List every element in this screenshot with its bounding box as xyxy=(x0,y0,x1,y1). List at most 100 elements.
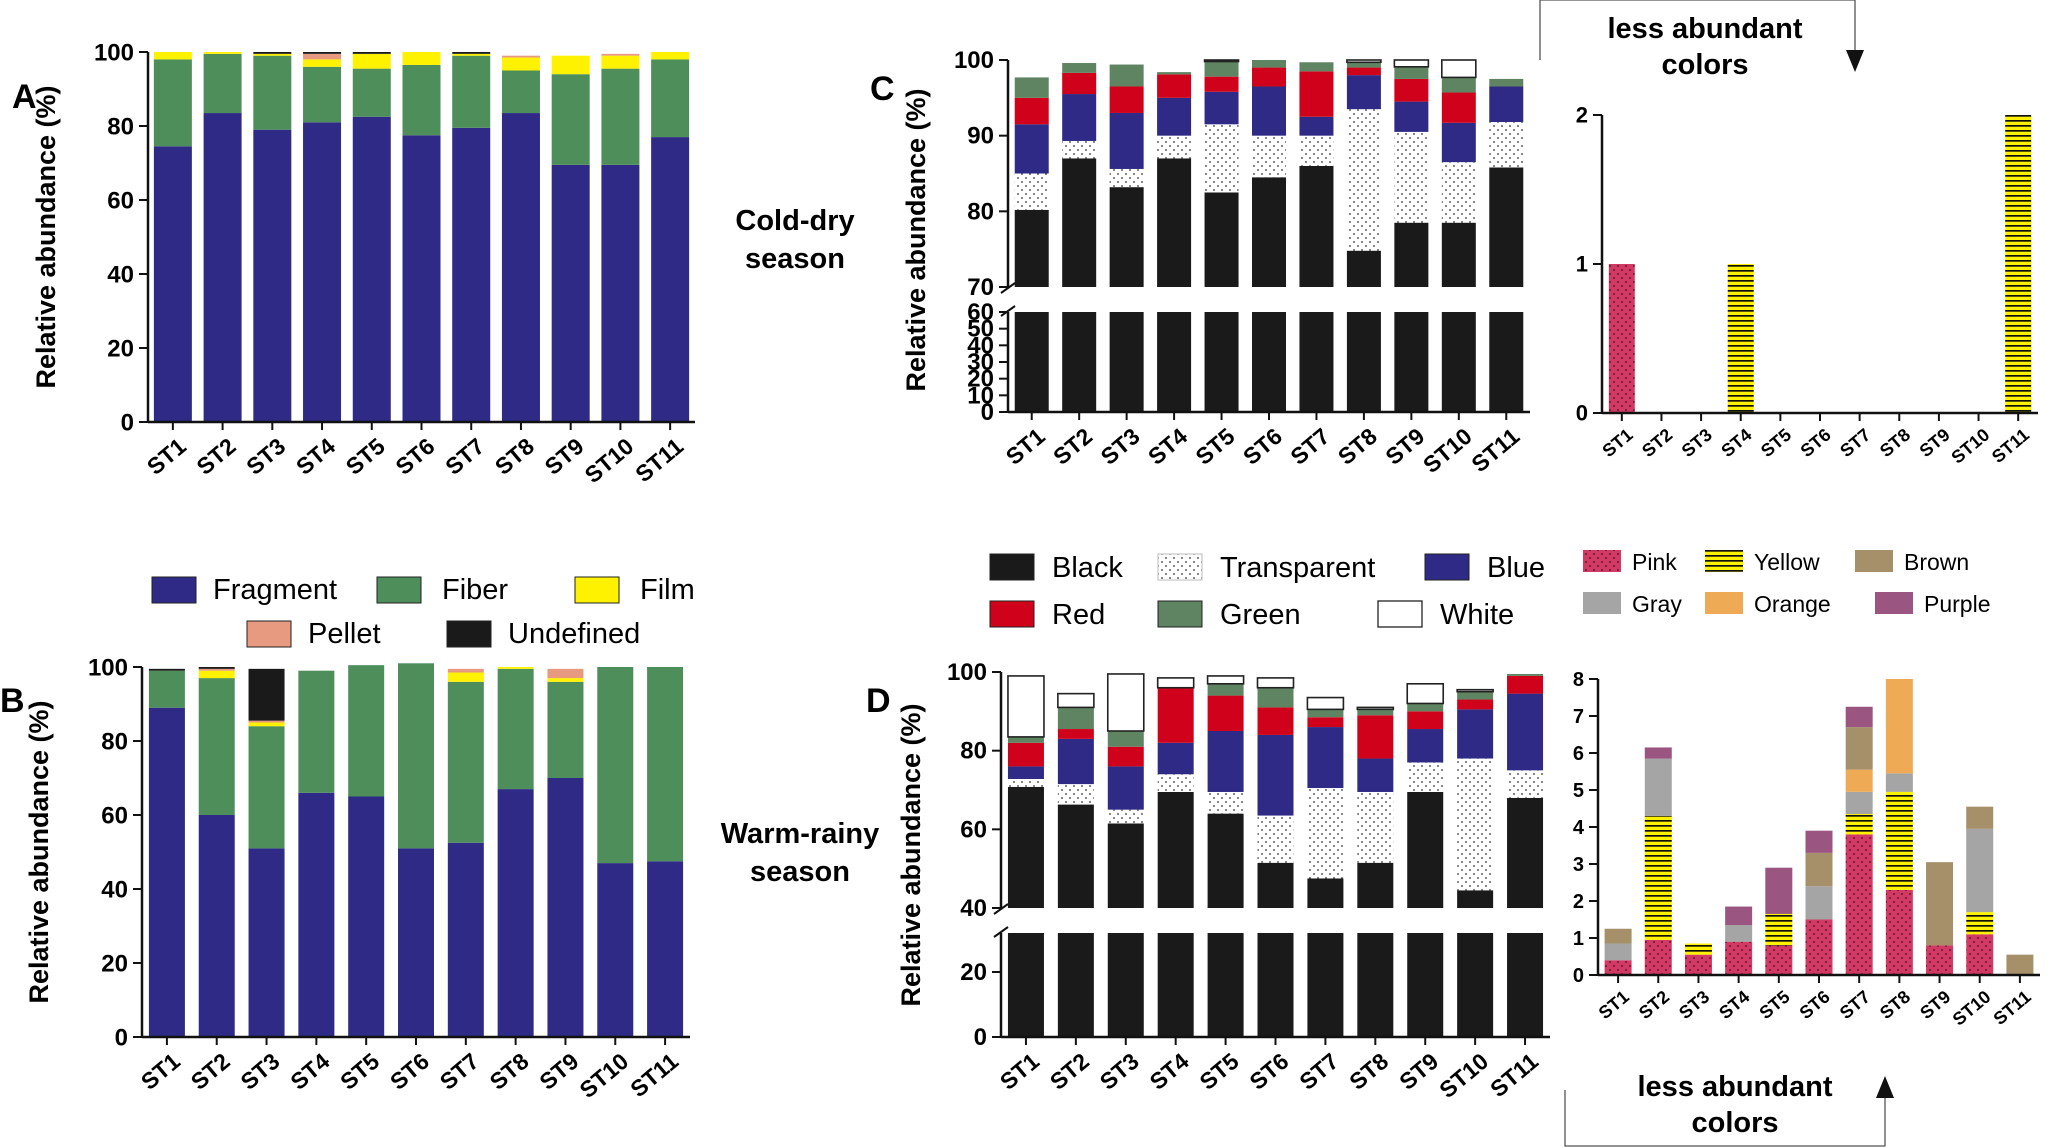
panel-d-xlabel-st2: ST2 xyxy=(1045,1048,1094,1095)
panel-c-bar-st5-red xyxy=(1204,76,1239,92)
panel-b-xlabel-st3: ST3 xyxy=(236,1048,285,1095)
panel-d-bar-st7-transparent xyxy=(1307,788,1344,879)
panel-c-bar-st3-blue xyxy=(1109,112,1144,169)
panel-b-xlabel-st10: ST10 xyxy=(574,1048,633,1103)
panel-d-less-bar-st1-gray xyxy=(1604,943,1632,961)
panel-c-bar-st10-black xyxy=(1441,222,1476,287)
less-abundant-bottom-line2: colors xyxy=(1691,1107,1778,1139)
panel-a-bar-st8-pellet xyxy=(501,55,540,58)
panel-d-bar-lower-st8-black xyxy=(1357,933,1394,1037)
panel-b-bar-st3-pellet xyxy=(248,720,285,723)
panel-c-bar-lower-st9-black xyxy=(1394,312,1429,412)
panel-c-bar-st10-green xyxy=(1441,77,1476,93)
panel-d-less-bar-st8-orange xyxy=(1885,679,1913,774)
panel-b-bar-st6-fiber xyxy=(398,663,434,849)
panel-d-less-bar-st3-yellow xyxy=(1684,943,1712,955)
panel-b-bar-st8-fiber xyxy=(497,668,534,790)
panel-b-xlabel-st4: ST4 xyxy=(285,1048,334,1095)
panel-a-bar-st5-fiber xyxy=(352,68,391,117)
panel-d-bar-lower-st6-black xyxy=(1257,933,1294,1037)
panel-c-bar-st10-red xyxy=(1441,92,1476,123)
panel-d-bar-st4-red xyxy=(1157,687,1194,743)
panel-d-less-ytick-label-4: 4 xyxy=(1573,817,1585,839)
panel-a-ytick-label-20: 20 xyxy=(107,335,134,362)
panel-a-bar-st10-pellet xyxy=(601,53,640,56)
panel-d-bar-lower-st5-black xyxy=(1207,933,1244,1037)
panel-c-ytick-label-lower-20: 20 xyxy=(967,366,994,393)
panel-a-ytick-label-60: 60 xyxy=(107,187,134,214)
panel-d-less-ytick-label-1: 1 xyxy=(1573,928,1584,950)
panel-d-bar-st1-transparent xyxy=(1007,778,1044,787)
panel-d-less-bar-st6-brown xyxy=(1805,852,1833,887)
legend-label-black: Black xyxy=(1052,552,1123,584)
panel-a-xlabel-st8: ST8 xyxy=(490,433,539,480)
panel-b-panel-label: B xyxy=(0,682,25,720)
panel-c-xlabel-st3: ST3 xyxy=(1096,423,1145,470)
panel-d-bar-st4-black xyxy=(1157,791,1194,908)
panel-d-less-bar-st6-purple xyxy=(1805,830,1833,853)
panel-c-bar-st2-green xyxy=(1062,63,1097,73)
panel-b-bar-st11-fiber xyxy=(647,667,684,862)
panel-b-bar-st11-fragment xyxy=(647,861,684,1037)
panel-a-bar-st5-film xyxy=(352,53,391,69)
panel-c-xlabel-st10: ST10 xyxy=(1418,423,1477,478)
panel-c-xlabel-st4: ST4 xyxy=(1143,423,1192,470)
panel-d-ytick-label-lower-0: 0 xyxy=(974,1024,987,1051)
less-abundant-top-line2: colors xyxy=(1661,49,1748,81)
panel-d-less-ytick-label-2: 2 xyxy=(1573,891,1584,913)
panel-d-bar-st8-green xyxy=(1357,709,1394,716)
panel-a-xlabel-st11: ST11 xyxy=(630,433,688,488)
panel-d-bar-st10-black xyxy=(1457,890,1494,908)
panel-c-bar-st7-red xyxy=(1299,71,1334,117)
panel-c-less-bar-st4-yellow xyxy=(1727,264,1754,413)
warm-rainy-label-line2: season xyxy=(750,856,850,888)
panel-d-less-xlabel-st11: ST11 xyxy=(1990,987,2035,1029)
panel-c-less-xlabel-st5: ST5 xyxy=(1757,425,1795,462)
legend-swatch-red xyxy=(989,600,1035,628)
panel-d-bar-st10-transparent xyxy=(1457,758,1494,891)
panel-c-bar-st9-blue xyxy=(1394,101,1429,132)
panel-d-bar-st9-green xyxy=(1407,703,1444,712)
panel-c-bar-st10-white xyxy=(1441,59,1477,79)
panel-b-bar-st9-film xyxy=(547,678,584,682)
panel-d-bar-lower-st11-black xyxy=(1507,933,1544,1037)
panel-a-bar-st4-fragment xyxy=(303,122,342,423)
panel-d-less-ytick-label-6: 6 xyxy=(1573,743,1584,765)
panel-b-bar-st5-fiber xyxy=(348,665,385,797)
legend-label-film: Film xyxy=(640,574,695,606)
panel-c-bar-st9-transparent xyxy=(1394,131,1429,223)
panel-d-ytick-label-upper-80: 80 xyxy=(960,738,987,765)
panel-c-less-ytick-label-0: 0 xyxy=(1576,401,1588,426)
panel-a-bar-st11-fragment xyxy=(651,137,690,422)
panel-d-bar-st6-blue xyxy=(1257,734,1294,816)
panel-d-bar-st3-green xyxy=(1107,731,1144,747)
panel-c-ytick-label-lower-40: 40 xyxy=(967,332,994,359)
panel-c-bar-lower-st2-black xyxy=(1062,312,1097,412)
panel-d-xlabel-st7: ST7 xyxy=(1294,1048,1343,1095)
panel-c-bar-st3-black xyxy=(1109,187,1144,287)
panel-b-xlabel-st11: ST11 xyxy=(625,1048,683,1103)
panel-a-bar-st10-fragment xyxy=(601,164,640,422)
legend-swatch-undefined xyxy=(446,620,492,648)
legend-swatch-yellow xyxy=(1705,550,1743,572)
panel-c-bar-st2-red xyxy=(1062,72,1097,95)
panel-d-bar-st1-green xyxy=(1007,736,1044,743)
panel-d-bar-st11-green xyxy=(1507,673,1544,676)
legend-swatch-transparent xyxy=(1157,553,1203,581)
legend-label-pink: Pink xyxy=(1632,549,1677,575)
panel-c-bar-st9-red xyxy=(1394,78,1429,102)
panel-c-bar-st9-black xyxy=(1394,222,1429,287)
panel-a-bar-st6-film xyxy=(402,52,441,65)
panel-a-bar-st2-film xyxy=(203,52,242,54)
panel-c-bar-st8-red xyxy=(1346,67,1381,76)
panel-c-less-ytick-label-2: 2 xyxy=(1576,103,1588,128)
panel-b-bar-st10-fragment xyxy=(597,863,634,1037)
panel-c-bar-lower-st6-black xyxy=(1252,312,1286,412)
panel-d-less-bar-st11-brown xyxy=(2006,954,2034,975)
panel-d-bar-st1-white xyxy=(1007,675,1045,738)
panel-a-bar-st8-film xyxy=(501,57,540,71)
legend-swatch-brown xyxy=(1855,550,1893,572)
panel-d-bar-st10-green xyxy=(1457,691,1494,700)
panel-a-bar-st1-film xyxy=(153,52,192,60)
panel-a-ylabel: Relative abundance (%) xyxy=(31,85,61,388)
